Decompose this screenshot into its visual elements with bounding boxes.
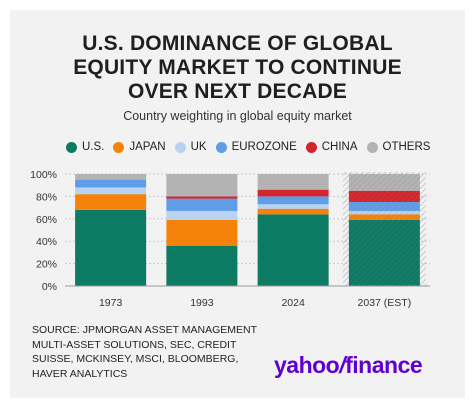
bar-segment-us-1 (166, 245, 238, 286)
y-tick-label: 60% (36, 214, 57, 226)
bar-segment-china-1 (166, 196, 238, 199)
legend-item-us: U.S. (66, 141, 104, 153)
legend-swatch (215, 141, 227, 153)
legend-swatch (66, 141, 77, 153)
y-tick-label: 80% (36, 191, 57, 203)
legend-swatch (113, 141, 125, 153)
bar-segment-others-1 (166, 174, 238, 197)
bar-segment-japan-2 (257, 208, 329, 215)
title-line-1: U.S. DOMINANCE OF GLOBAL (82, 32, 393, 55)
legend-label: OTHERS (382, 141, 431, 153)
bar-estimate-hatch (348, 202, 420, 211)
bar-estimate-hatch (348, 174, 420, 191)
legend-swatch (174, 141, 186, 153)
bar-estimate-hatch (348, 210, 420, 215)
y-tick-label: 20% (36, 259, 57, 271)
legend-item-japan: JAPAN (113, 141, 166, 153)
bar-estimate-hatch (348, 219, 420, 286)
bar-segment-eurozone-0 (75, 179, 147, 188)
bar-segment-us-2 (257, 214, 329, 286)
chart-subtitle: Country weighting in global equity marke… (123, 109, 352, 123)
bar-segment-others-0 (75, 174, 147, 180)
legend-item-uk: UK (174, 141, 207, 153)
legend-swatch (366, 141, 378, 153)
title-line-2: EQUITY MARKET TO CONTINUE (73, 56, 402, 79)
legend-item-eurozone: EUROZONE (215, 141, 297, 153)
bar-segment-uk-1 (166, 210, 238, 220)
bar-segment-eurozone-1 (166, 198, 238, 211)
title-line-3: OVER NEXT DECADE (127, 80, 348, 103)
bar-segment-uk-0 (75, 187, 147, 195)
x-tick-label: 2037 (EST) (358, 297, 412, 309)
source-note: SOURCE: JPMORGAN ASSET MANAGEMENT MULTI-… (32, 324, 257, 380)
bar-segment-uk-2 (257, 204, 329, 209)
x-tick-label: 1993 (190, 297, 214, 309)
bar-segment-us-0 (75, 209, 147, 286)
bar-segment-china-2 (257, 189, 329, 197)
chart-title: U.S. DOMINANCE OF GLOBAL EQUITY MARKET T… (10, 32, 465, 104)
bar-segment-japan-1 (166, 219, 238, 246)
y-tick-label: 40% (36, 236, 57, 248)
legend-label: U.S. (82, 141, 105, 153)
legend-item-china: CHINA (305, 141, 358, 153)
y-tick-label: 100% (30, 169, 57, 181)
x-tick-label: 1973 (99, 297, 123, 309)
legend-label: UK (190, 141, 207, 153)
bar-estimate-hatch (348, 214, 420, 220)
logo-finance: finance (345, 352, 423, 378)
legend-label: JAPAN (129, 141, 166, 153)
bar-segment-eurozone-2 (257, 196, 329, 205)
chart-legend: U.S. JAPAN UK EUROZONE CHINA OTHERS (66, 138, 439, 156)
chart-card: U.S. DOMINANCE OF GLOBAL EQUITY MARKET T… (10, 10, 465, 398)
legend-swatch (305, 141, 317, 153)
stacked-bar-chart: 0% 20% 40% 60% 80% 100% 1973 1993 2024 2037 (EST) (30, 169, 430, 309)
bar-segment-japan-0 (75, 194, 147, 210)
yahoo-finance-logo: yahoo/finance (274, 352, 423, 379)
y-tick-label: 0% (42, 281, 57, 293)
legend-label: EUROZONE (231, 141, 297, 153)
legend-label: CHINA (321, 141, 358, 153)
logo-yahoo: yahoo (274, 352, 340, 378)
x-tick-label: 2024 (281, 297, 305, 309)
bar-estimate-hatch (348, 190, 420, 202)
bar-segment-others-2 (257, 174, 329, 190)
logo-slash: / (339, 352, 346, 378)
legend-item-others: OTHERS (366, 141, 431, 153)
